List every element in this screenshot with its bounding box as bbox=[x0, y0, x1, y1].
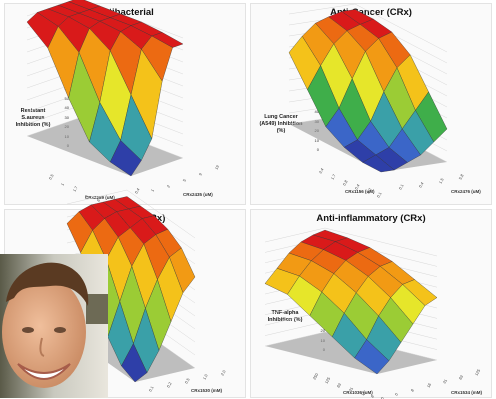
surface-cell bbox=[354, 339, 390, 375]
x-tick-label: 6 bbox=[96, 197, 102, 202]
y-tick-label: 0 bbox=[394, 391, 400, 396]
y-tick-label: 5.8 bbox=[458, 173, 465, 181]
surface-plot: 3.41.70.80.40.20.10.1 0.41.55.8 bbox=[288, 3, 465, 199]
y-tick-label: 125 bbox=[474, 368, 482, 377]
z-axis-label: TNF-alpha Inhibition (%) bbox=[267, 310, 303, 323]
y-axis-label: CRx2435 (uM) bbox=[183, 192, 213, 197]
y-tick-label: 31 bbox=[442, 377, 449, 384]
x-tick-label: 0.5 bbox=[48, 173, 55, 181]
x-tick-label: 1.7 bbox=[72, 185, 79, 193]
x-tick-label: 0.8 bbox=[342, 179, 349, 187]
chart-title: Antibacterial bbox=[96, 7, 154, 18]
x-tick-label: 31 bbox=[348, 385, 355, 392]
grid-line bbox=[264, 227, 438, 257]
y-tick-label: 5 bbox=[182, 177, 188, 182]
x-tick-label: 63 bbox=[336, 381, 343, 388]
x-tick-label: 16 bbox=[360, 389, 367, 396]
y-tick-label: 9 bbox=[198, 171, 204, 176]
x-axis-label: CRx2289 (uM) bbox=[85, 195, 115, 200]
chart-anticancer: Anti-Cancer (CRx) Lung Cancer (A549) Inh… bbox=[250, 3, 492, 205]
chart-antiinflammatory: Anti-inflammatory (CRx) TNF-alpha Inhibi… bbox=[250, 209, 492, 399]
x-tick-label: 3.4 bbox=[318, 167, 325, 175]
y-tick-label: 2 bbox=[166, 183, 172, 188]
x-tick-label: 0.1 bbox=[376, 191, 383, 199]
z-tick-label: 0 bbox=[316, 147, 319, 152]
x-axis-label: CRx1156 (uM) bbox=[345, 189, 375, 194]
y-axis-label: CRx2476 (uM) bbox=[451, 189, 481, 194]
y-tick-label: 0.2 bbox=[166, 381, 173, 389]
z-tick-label: 40 bbox=[314, 109, 319, 114]
grid-line bbox=[66, 189, 196, 239]
z-tick-label: 30 bbox=[64, 114, 69, 120]
y-axis-label: CRx1530 (mM) bbox=[191, 388, 223, 393]
y-tick-label: 1.0 bbox=[202, 373, 209, 381]
y-tick-label: 2.0 bbox=[220, 369, 227, 377]
z-tick-label: 10 bbox=[314, 137, 319, 143]
chart-title: Anti-inflammatory (CRx) bbox=[316, 213, 426, 224]
y-tick-label: 63 bbox=[458, 373, 465, 380]
x-tick-label: 0 bbox=[380, 395, 386, 399]
y-tick-label: 19 bbox=[214, 163, 221, 170]
surface-cell bbox=[121, 343, 148, 383]
z-axis-label: Lung Cancer (A549) Inhibition (%) bbox=[259, 114, 303, 134]
x-axis-label: CRx1036 (uM) bbox=[343, 390, 373, 395]
x-tick-label: 8 bbox=[370, 393, 376, 398]
y-tick-label: 16 bbox=[426, 381, 433, 388]
x-tick-label: 1.7 bbox=[330, 173, 337, 181]
z-tick-label: 20 bbox=[320, 328, 325, 333]
y-tick-label: 0.1 bbox=[398, 183, 405, 191]
surface-plot: 0.5 1 1.7 3 6 0.4 1 2 5 9 19 bbox=[26, 0, 221, 203]
surface-cell bbox=[362, 154, 395, 173]
x-tick-label: 0.2 bbox=[366, 187, 373, 195]
y-tick-label: 0.5 bbox=[184, 377, 191, 385]
surface-cell bbox=[109, 140, 142, 177]
y-tick-label: 0.1 bbox=[148, 385, 155, 393]
x-tick-label: 3 bbox=[84, 193, 90, 198]
person-photo bbox=[0, 254, 108, 398]
grid-line bbox=[288, 3, 448, 53]
grid-line bbox=[264, 331, 438, 361]
z-tick-label: 40 bbox=[64, 105, 69, 110]
x-tick-label: 250 bbox=[312, 372, 320, 381]
x-tick-label: 1 bbox=[60, 181, 66, 186]
y-tick-label: 1.5 bbox=[438, 177, 445, 185]
z-axis-label: Resistant S.aureus Inhibition (%) bbox=[15, 108, 51, 128]
y-tick-label: 0.4 bbox=[134, 187, 141, 195]
y-tick-label: 1 bbox=[150, 187, 156, 192]
x-tick-label: 0.4 bbox=[354, 183, 361, 191]
y-tick-label: 8 bbox=[410, 387, 416, 392]
y-tick-label: 0.4 bbox=[418, 181, 425, 189]
x-tick-label: 125 bbox=[324, 376, 332, 385]
y-axis-label: CRx1534 (mM) bbox=[451, 390, 483, 395]
chart-antibacterial: Antibacterial Resistant S.aureus Inhibit… bbox=[4, 0, 246, 205]
